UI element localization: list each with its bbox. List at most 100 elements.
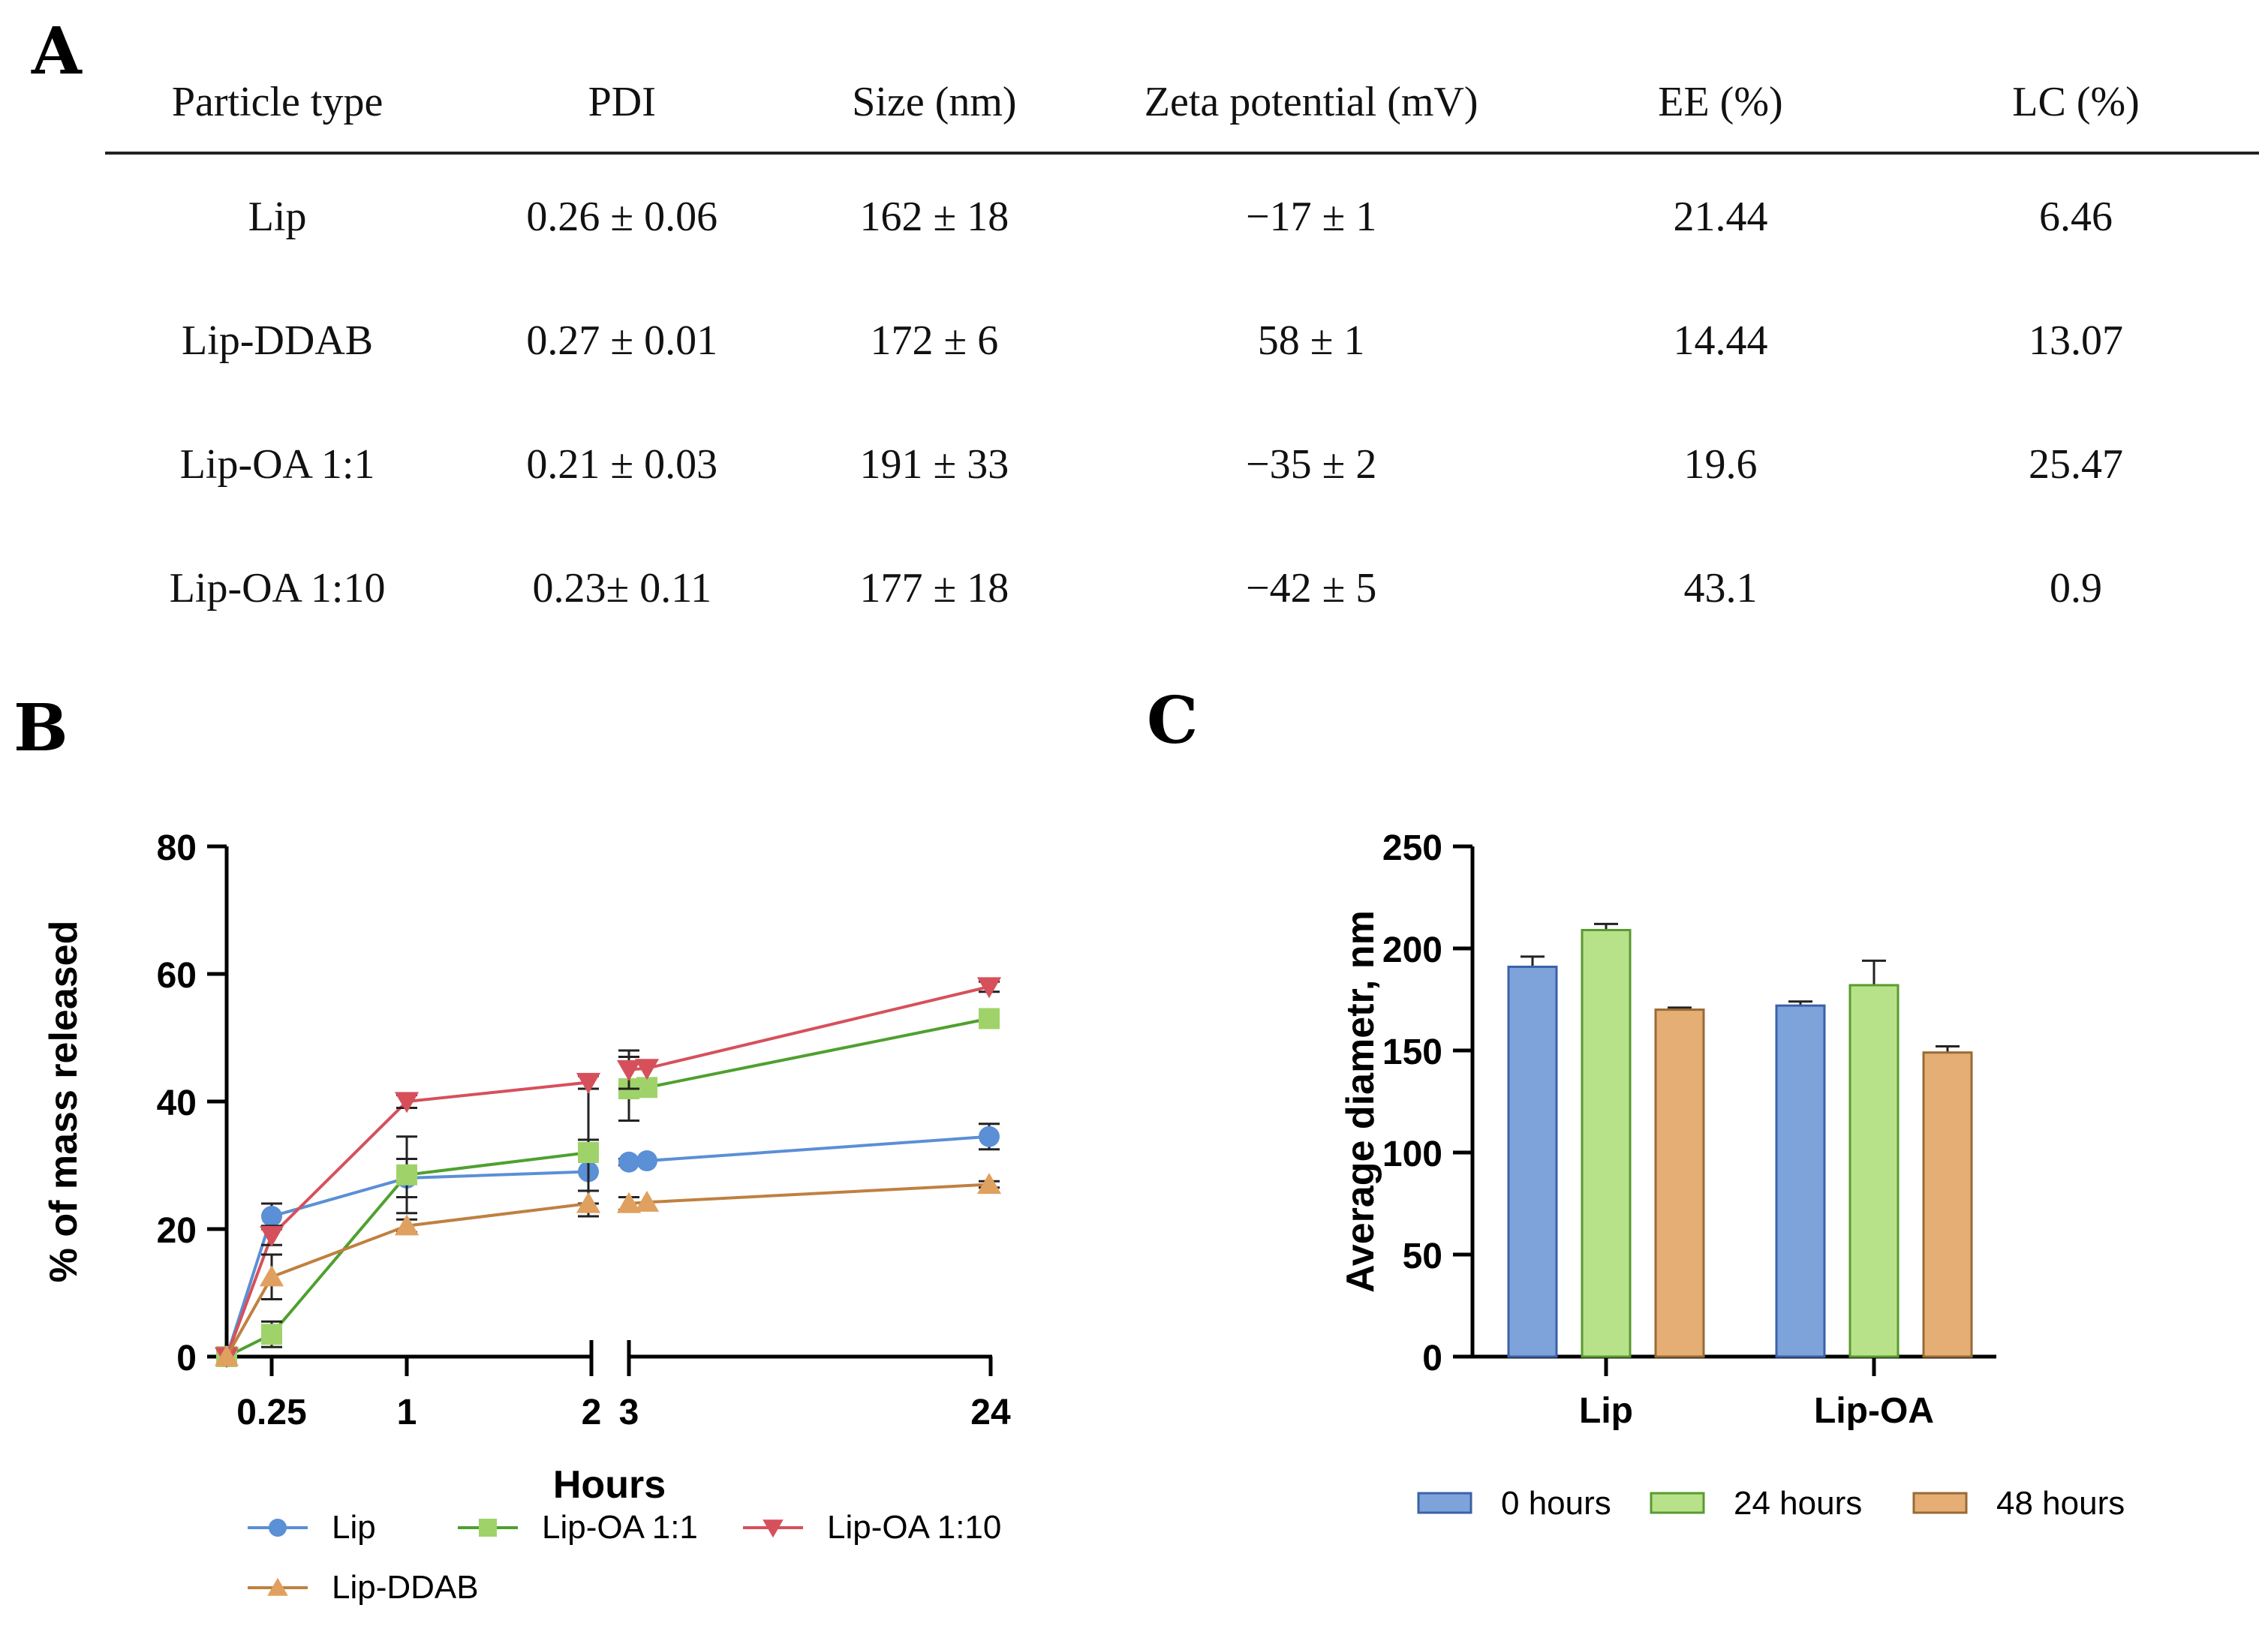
data-point: [259, 1265, 284, 1287]
data-point: [261, 1324, 282, 1345]
data-point: [214, 1345, 239, 1366]
bar: [1848, 984, 1900, 1358]
data-point: [979, 1126, 1000, 1147]
table-row: Lip-OA 1:1 0.21 ± 0.03 191 ± 33 −35 ± 2 …: [105, 402, 2259, 526]
table-header: LC (%): [1893, 53, 2259, 155]
x-tick-label: 24: [970, 1393, 1011, 1432]
table-header-row: Particle type PDI Size (nm) Zeta potenti…: [105, 53, 2259, 155]
bar: [1507, 965, 1558, 1358]
table-cell: 0.26 ± 0.06: [526, 193, 718, 240]
legend-swatch: [1912, 1492, 1968, 1514]
y-tick-label: 150: [1382, 1032, 1442, 1072]
table-cell: 0.23± 0.11: [532, 564, 712, 612]
table-row: Lip-DDAB 0.27 ± 0.01 172 ± 6 58 ± 1 14.4…: [105, 278, 2259, 402]
x-tick-label: 0.25: [236, 1393, 306, 1432]
data-point: [578, 1142, 599, 1163]
legend-marker: [267, 1577, 288, 1596]
table-cell: 177 ± 18: [859, 564, 1009, 612]
table-cell: 0.27 ± 0.01: [526, 317, 718, 364]
legend-label: 0 hours: [1501, 1485, 1611, 1522]
legend-marker: [763, 1519, 784, 1538]
data-point: [636, 1150, 657, 1172]
table-cell: 14.44: [1673, 317, 1768, 364]
y-tick-label: 40: [157, 1083, 197, 1123]
table-cell: −17 ± 1: [1246, 193, 1377, 240]
table-row: Lip-OA 1:10 0.23± 0.11 177 ± 18 −42 ± 5 …: [105, 526, 2259, 650]
legend-label: 24 hours: [1734, 1485, 1862, 1522]
table-cell: 19.6: [1683, 440, 1758, 488]
table-cell: 21.44: [1673, 193, 1768, 240]
data-point: [979, 1008, 1000, 1029]
bar: [1654, 1008, 1705, 1358]
table-cell: 191 ± 33: [859, 440, 1009, 488]
x-tick-label: Lip: [1579, 1391, 1633, 1431]
data-point: [616, 1192, 642, 1213]
panel-label-c: C: [1147, 683, 1199, 759]
y-tick-label: 80: [157, 828, 197, 868]
x-axis-label: Hours: [553, 1463, 666, 1507]
y-tick-label: 60: [157, 956, 197, 996]
data-point: [576, 1192, 601, 1213]
table-cell: −35 ± 2: [1246, 440, 1377, 488]
table-cell: 25.47: [2029, 440, 2124, 488]
data-point: [259, 1225, 284, 1247]
table-row: Lip 0.26 ± 0.06 162 ± 18 −17 ± 1 21.44 6…: [105, 153, 2259, 278]
table-header: Zeta potential (mV): [1074, 53, 1548, 155]
y-tick-label: 0: [1422, 1339, 1442, 1378]
table-cell: 13.07: [2029, 317, 2124, 364]
legend-label: Lip: [332, 1509, 376, 1546]
release-line-chart: 0 20 40 60 80 0.25 1 2 3 24 Hours % of mass release…: [42, 828, 1011, 1606]
table-cell: Lip-OA 1:10: [169, 564, 386, 612]
y-tick-label: 20: [157, 1211, 197, 1251]
table-header: Size (nm): [794, 53, 1075, 155]
panel-label-b: B: [14, 690, 68, 766]
y-tick-label: 200: [1382, 930, 1442, 970]
characterization-table: Particle type PDI Size (nm) Zeta potenti…: [105, 53, 2259, 650]
data-point: [634, 1190, 660, 1212]
table-cell: 0.9: [2050, 564, 2103, 612]
data-point: [618, 1151, 639, 1173]
table-cell: 172 ± 6: [870, 317, 999, 364]
series-line: [225, 1170, 589, 1357]
table-cell: Lip: [248, 193, 307, 240]
data-point: [976, 1173, 1002, 1195]
legend-marker: [479, 1519, 497, 1537]
series-line: [628, 1135, 990, 1164]
legend-label: 48 hours: [1996, 1485, 2125, 1522]
series-line: [226, 1151, 589, 1358]
data-point: [976, 977, 1002, 999]
table-cell: Lip-DDAB: [182, 317, 374, 364]
y-axis-label: Average diametr, nm: [1339, 910, 1382, 1293]
legend-label: Lip-DDAB: [332, 1569, 479, 1606]
table-cell: −42 ± 5: [1246, 564, 1377, 612]
table-cell: 43.1: [1683, 564, 1758, 612]
legend-marker: [269, 1519, 287, 1537]
diameter-bar-chart: 0 50 100 150 200 250 Average diametr, nm Lip Lip…: [1339, 828, 2125, 1522]
legend-label: Lip-OA 1:1: [542, 1509, 698, 1546]
y-axis-label: % of mass released: [42, 921, 86, 1283]
panel-label-a: A: [32, 14, 82, 89]
x-tick-label: 1: [397, 1393, 417, 1432]
y-tick-label: 250: [1382, 828, 1442, 868]
y-tick-label: 0: [176, 1339, 197, 1378]
data-point: [261, 1206, 282, 1227]
data-point: [616, 1059, 642, 1081]
bar: [1581, 929, 1632, 1358]
data-point: [396, 1164, 417, 1186]
series-line: [225, 1080, 589, 1357]
table-cell: 0.21 ± 0.03: [526, 440, 718, 488]
table-cell: 6.46: [2039, 193, 2113, 240]
table-cell: 58 ± 1: [1257, 317, 1365, 364]
series-line: [225, 1202, 589, 1357]
data-point: [634, 1059, 660, 1080]
bar: [1922, 1051, 1973, 1358]
x-tick-label: 3: [619, 1393, 639, 1432]
table-cell: Lip-OA 1:1: [179, 440, 375, 488]
y-tick-label: 50: [1403, 1237, 1442, 1276]
data-point: [394, 1092, 420, 1114]
table-header: Particle type: [105, 53, 450, 155]
y-tick-label: 100: [1382, 1135, 1442, 1174]
data-point: [636, 1077, 657, 1099]
x-tick-label: Lip-OA: [1814, 1391, 1934, 1431]
data-point: [394, 1214, 420, 1236]
